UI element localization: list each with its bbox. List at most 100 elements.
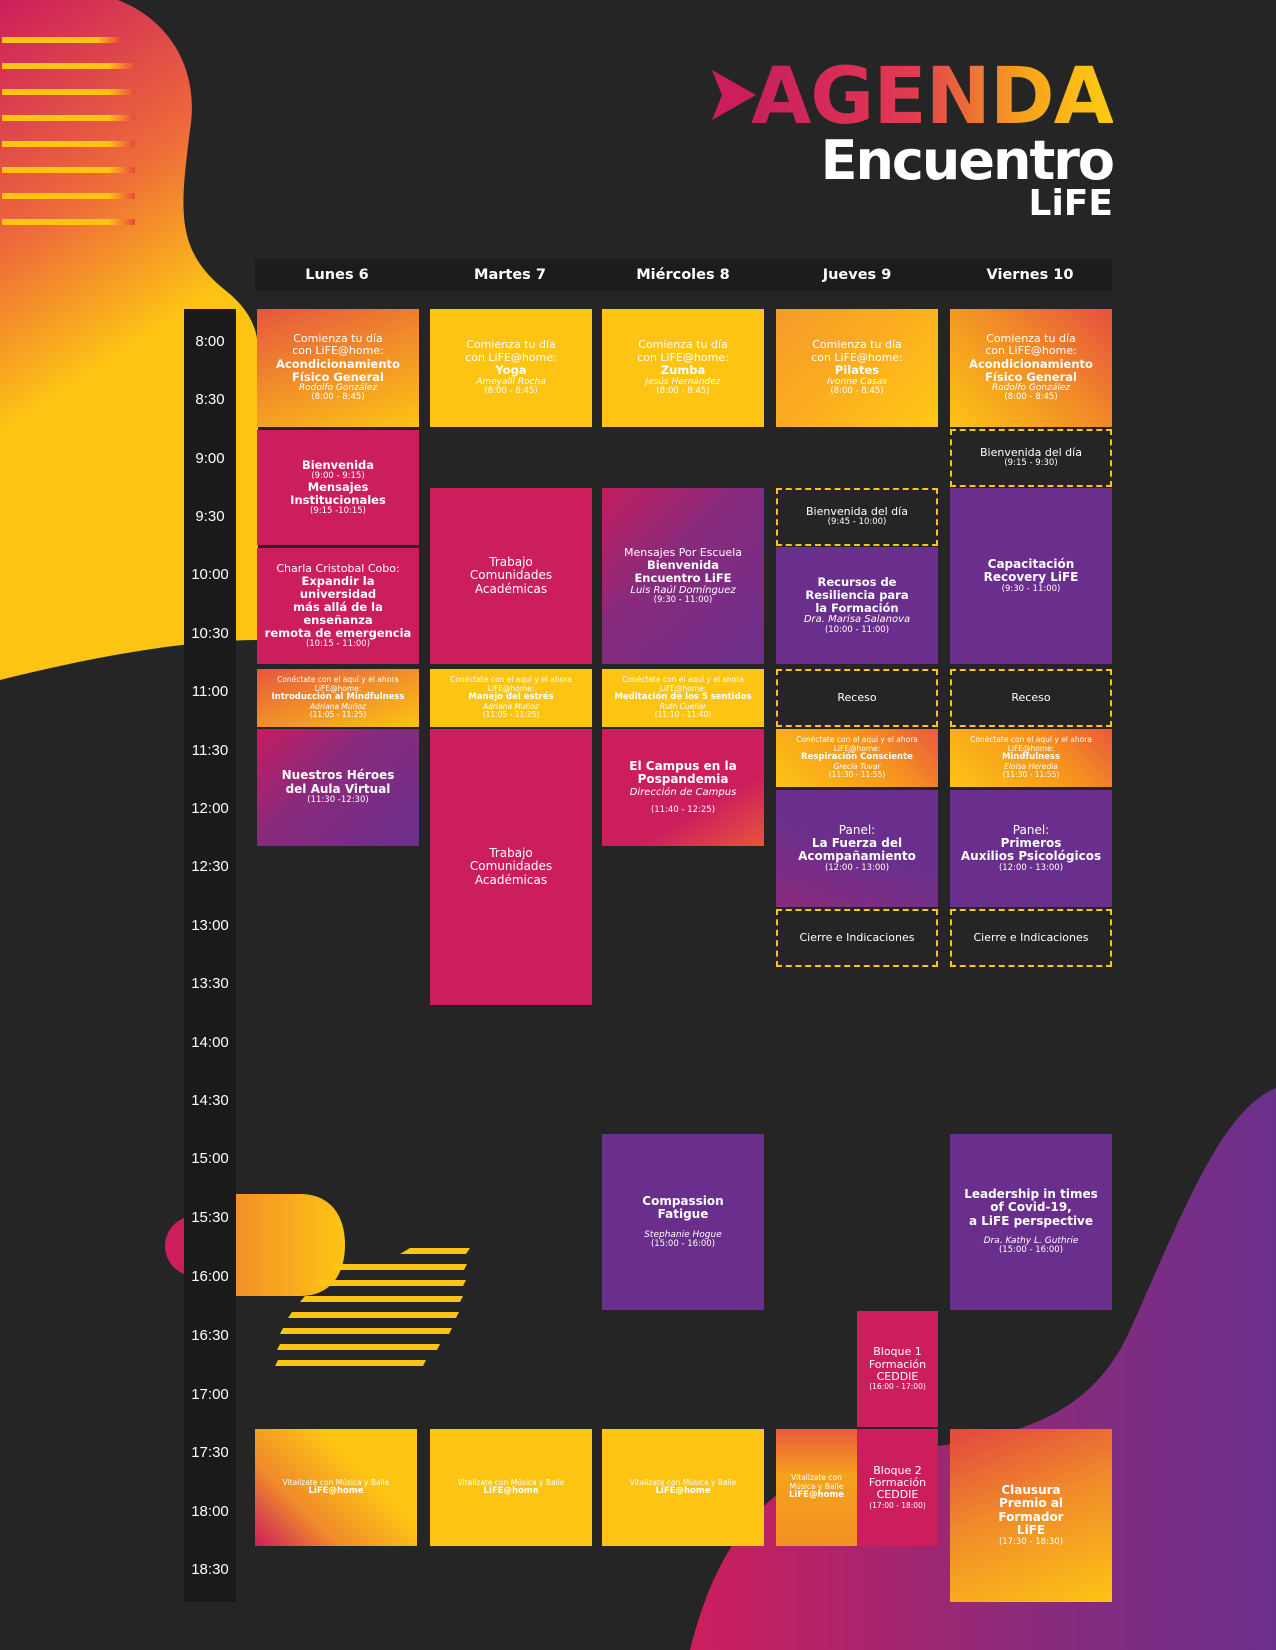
- event-speaker: Adriana Muñoz: [483, 701, 539, 711]
- event-time: (8:00 - 8:45): [484, 386, 538, 397]
- event-wed-meditation[interactable]: Conéctate con el aquí y el ahora LiFE@ho…: [602, 669, 764, 727]
- event-fri-fitness[interactable]: Comienza tu día con LiFE@home: Acondicio…: [950, 309, 1112, 427]
- event-wed-welcome-life[interactable]: Mensajes Por Escuela Bienvenida Encuentr…: [602, 488, 764, 664]
- agenda-title: AGENDA: [750, 52, 1114, 142]
- event-title: Comunidades: [469, 859, 553, 874]
- brand-label: LiFE: [1028, 183, 1113, 224]
- event-title: Comunidades: [469, 568, 553, 583]
- event-thu-music[interactable]: Vitalízate con Música y Baile LiFE@home: [776, 1429, 857, 1546]
- event-speaker: Dirección de Campus: [629, 786, 737, 798]
- event-intro: Conéctate con el aquí y el ahora: [450, 675, 572, 685]
- time-label: 8:30: [195, 391, 225, 408]
- time-label: 11:30: [191, 742, 229, 759]
- event-intro: LiFE@home:: [659, 683, 707, 693]
- time-label: 16:30: [191, 1327, 229, 1344]
- event-thu-break[interactable]: Receso: [776, 669, 938, 727]
- time-label: 10:30: [191, 625, 229, 642]
- event-fri-welcome[interactable]: Bienvenida del día (9:15 - 9:30): [950, 429, 1112, 487]
- event-mon-heroes[interactable]: Nuestros Héroes del Aula Virtual (11:30 …: [257, 729, 419, 846]
- event-thu-panel[interactable]: Panel: La Fuerza del Acompañamiento (12:…: [776, 790, 938, 907]
- event-thu-welcome[interactable]: Bienvenida del día (9:45 - 10:00): [776, 488, 938, 546]
- event-wed-zumba[interactable]: Comienza tu día con LiFE@home: Zumba Jes…: [602, 309, 764, 427]
- event-title: Bienvenida del día: [980, 446, 1082, 460]
- event-thu-block2[interactable]: Bloque 2 Formación CEDDIE (17:00 - 18:00…: [857, 1429, 938, 1546]
- event-mon-fitness[interactable]: Comienza tu día con LiFE@home: Acondicio…: [257, 309, 419, 427]
- event-intro: con LiFE@home:: [292, 344, 384, 358]
- event-wed-compassion[interactable]: Compassion Fatigue Stephanie Hogue (15:0…: [602, 1134, 764, 1310]
- event-fri-leadership[interactable]: Leadership in times of Covid-19, a LiFE …: [950, 1134, 1112, 1310]
- event-intro: Panel:: [1012, 822, 1050, 837]
- event-fri-mindfulness[interactable]: Conéctate con el aquí y el ahora LiFE@ho…: [950, 729, 1112, 787]
- event-thu-block1[interactable]: Bloque 1 Formación CEDDIE (16:00 - 17:00…: [857, 1311, 938, 1427]
- event-speaker: Luis Raúl Domínguez: [630, 584, 736, 596]
- event-time: (15:00 - 16:00): [998, 1245, 1064, 1256]
- event-intro: con LiFE@home:: [465, 350, 557, 364]
- event-fri-recovery-training[interactable]: Capacitación Recovery LiFE (9:30 - 11:00…: [950, 488, 1112, 664]
- event-title: Capacitación: [987, 556, 1075, 571]
- event-intro: Comienza tu día: [986, 332, 1076, 346]
- event-title: Acondicionamiento: [276, 356, 400, 371]
- event-time: (17:30 - 18:30): [998, 1536, 1064, 1547]
- event-mon-music[interactable]: Vitalízate con Música y Baile LiFE@home: [255, 1429, 417, 1546]
- event-wed-music[interactable]: Vitalízate con Música y Baile LiFE@home: [602, 1429, 764, 1546]
- event-fri-closing-award[interactable]: Clausura Premio al Formador LiFE (17:30 …: [950, 1429, 1112, 1602]
- event-title: Acondicionamiento: [969, 356, 1093, 371]
- event-title: Mindfulness: [1001, 752, 1061, 763]
- time-label: 9:00: [195, 450, 225, 467]
- event-intro: Charla Cristobal Cobo:: [276, 561, 400, 575]
- event-title: Bienvenida: [646, 557, 720, 572]
- day-header-thu: Jueves 9: [822, 267, 892, 283]
- day-header-bar: Lunes 6 Martes 7 Miércoles 8 Jueves 9 Vi…: [255, 259, 1112, 291]
- event-wed-campus[interactable]: El Campus en la Pospandemia Dirección de…: [602, 729, 764, 846]
- event-intro: Conéctate con el aquí y el ahora: [622, 675, 744, 685]
- event-thu-closing[interactable]: Cierre e Indicaciones: [776, 909, 938, 967]
- event-intro: Comienza tu día: [638, 338, 728, 352]
- event-intro: Conéctate con el aquí y el ahora: [277, 675, 399, 685]
- event-fri-closing[interactable]: Cierre e Indicaciones: [950, 909, 1112, 967]
- event-tue-academic-work[interactable]: Trabajo Comunidades Académicas: [430, 488, 592, 664]
- event-thu-pilates[interactable]: Comienza tu día con LiFE@home: Pilates I…: [776, 309, 938, 427]
- event-title: Trabajo: [489, 554, 533, 569]
- event-thu-breathing[interactable]: Conéctate con el aquí y el ahora LiFE@ho…: [776, 729, 938, 787]
- event-time: (11:10 - 11:40): [654, 710, 712, 720]
- event-title: CEDDIE: [876, 1369, 919, 1383]
- event-title: Académicas: [474, 581, 548, 596]
- event-time: (9:45 - 10:00): [827, 517, 887, 528]
- event-speaker: Stephanie Hogue: [644, 1229, 722, 1240]
- event-mon-mindfulness[interactable]: Conéctate con el aquí y el ahora LiFE@ho…: [257, 669, 419, 727]
- event-time: (11:30 - 11:55): [828, 770, 886, 780]
- event-title: Bloque 1: [873, 1345, 922, 1359]
- event-time: (12:00 - 13:00): [824, 862, 890, 873]
- event-title: Clausura: [1001, 1482, 1061, 1497]
- event-title: Bienvenida del día: [806, 505, 908, 519]
- event-fri-break[interactable]: Receso: [950, 669, 1112, 727]
- event-title: del Aula Virtual: [285, 781, 391, 796]
- event-subtitle: Encuentro: [820, 129, 1115, 192]
- event-time: (8:00 - 8:45): [1004, 392, 1058, 403]
- event-title: Físico General: [292, 369, 384, 384]
- event-tue-academic-work-2[interactable]: Trabajo Comunidades Académicas: [430, 729, 592, 1005]
- event-mon-welcome[interactable]: Bienvenida (9:00 - 9:15) Mensajes Instit…: [257, 430, 419, 545]
- event-intro: Música y Baile: [789, 1481, 844, 1491]
- event-intro: LiFE@home:: [833, 743, 881, 753]
- event-time: (10:15 - 11:00): [305, 638, 371, 649]
- event-speaker: Rodolfo González: [991, 383, 1071, 394]
- time-label: 10:00: [191, 566, 229, 583]
- event-title: Receso: [1011, 690, 1051, 704]
- event-thu-resilience[interactable]: Recursos de Resiliencia para la Formació…: [776, 547, 938, 664]
- event-tue-stress[interactable]: Conéctate con el aquí y el ahora LiFE@ho…: [430, 669, 592, 727]
- event-tue-yoga[interactable]: Comienza tu día con LiFE@home: Yoga Amey…: [430, 309, 592, 427]
- event-speaker: Eloisa Heredia: [1004, 761, 1058, 771]
- event-title: Leadership in times: [964, 1187, 1098, 1202]
- event-time: (9:15 - 9:30): [1004, 458, 1058, 469]
- event-time: (9:00 - 9:15): [311, 470, 365, 481]
- event-title: Nuestros Héroes: [281, 768, 395, 783]
- event-title: Formación: [868, 1476, 927, 1490]
- event-tue-music[interactable]: Vitalízate con Música y Baile LiFE@home: [430, 1429, 592, 1546]
- event-intro: LiFE@home:: [1007, 743, 1055, 753]
- time-column: [184, 309, 236, 1602]
- event-fri-panel[interactable]: Panel: Primeros Auxilios Psicológicos (1…: [950, 790, 1112, 907]
- event-intro: Conéctate con el aquí y el ahora: [970, 735, 1092, 745]
- time-label: 15:00: [191, 1150, 229, 1167]
- event-mon-talk-cobo[interactable]: Charla Cristobal Cobo: Expandir la unive…: [257, 548, 419, 664]
